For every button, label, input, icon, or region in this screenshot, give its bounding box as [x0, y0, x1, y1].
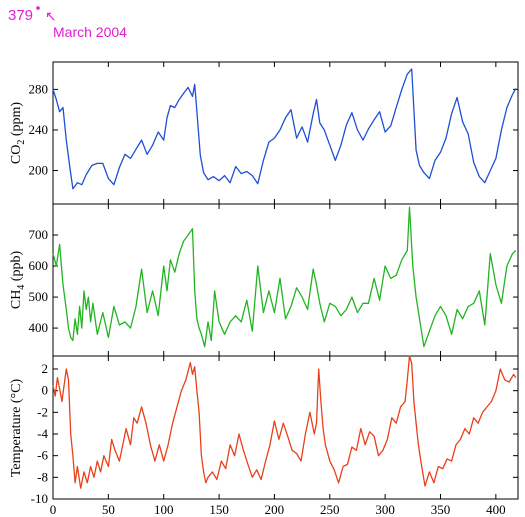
temperature-ytick-label: -2 — [37, 404, 48, 419]
ch4-axis-label: CH4 (ppb) — [9, 251, 27, 310]
x-tick-label: 50 — [102, 502, 115, 517]
temperature-panel-frame — [52, 355, 519, 500]
temperature-ytick-label: -6 — [37, 448, 48, 463]
temperature-axis-label: Temperature (°C) — [9, 379, 24, 478]
temperature-ytick-label: 0 — [42, 383, 49, 398]
x-tick-label: 400 — [486, 502, 506, 517]
x-tick-label: 0 — [50, 502, 57, 517]
x-tick-label: 250 — [320, 502, 340, 517]
x-tick-label: 300 — [375, 502, 395, 517]
co2-ytick-label: 240 — [29, 122, 49, 137]
annotation-date-label: March 2004 — [53, 24, 127, 40]
ch4-ytick-label: 600 — [29, 258, 49, 273]
temperature-ytick-label: -10 — [31, 491, 48, 506]
co2-ytick-label: 200 — [29, 163, 49, 178]
co2-series-line — [52, 68, 517, 190]
annotation-marker-dot — [36, 6, 40, 10]
annotation-arrow-icon: ↖ — [45, 8, 57, 24]
annotation-value-label: 379 — [8, 7, 33, 24]
temperature-ytick-label: -4 — [37, 426, 48, 441]
temperature-ytick-label: -8 — [37, 469, 48, 484]
x-tick-label: 200 — [265, 502, 285, 517]
ch4-ytick-label: 700 — [29, 227, 49, 242]
co2-axis-label: CO2 (ppm) — [9, 102, 27, 165]
march-2004-annotation: 379 ↖ March 2004 — [8, 6, 127, 40]
ch4-ytick-label: 400 — [29, 320, 49, 335]
x-tick-label: 150 — [209, 502, 229, 517]
temperature-ytick-label: 2 — [42, 361, 49, 376]
x-tick-label: 350 — [431, 502, 451, 517]
x-tick-label: 100 — [154, 502, 174, 517]
temperature-series-line — [52, 355, 517, 489]
ch4-panel-frame — [52, 203, 519, 357]
ch4-series-line — [52, 206, 517, 348]
ch4-ytick-label: 500 — [29, 289, 49, 304]
co2-ytick-label: 280 — [29, 81, 49, 96]
co2-panel-frame — [52, 61, 519, 205]
